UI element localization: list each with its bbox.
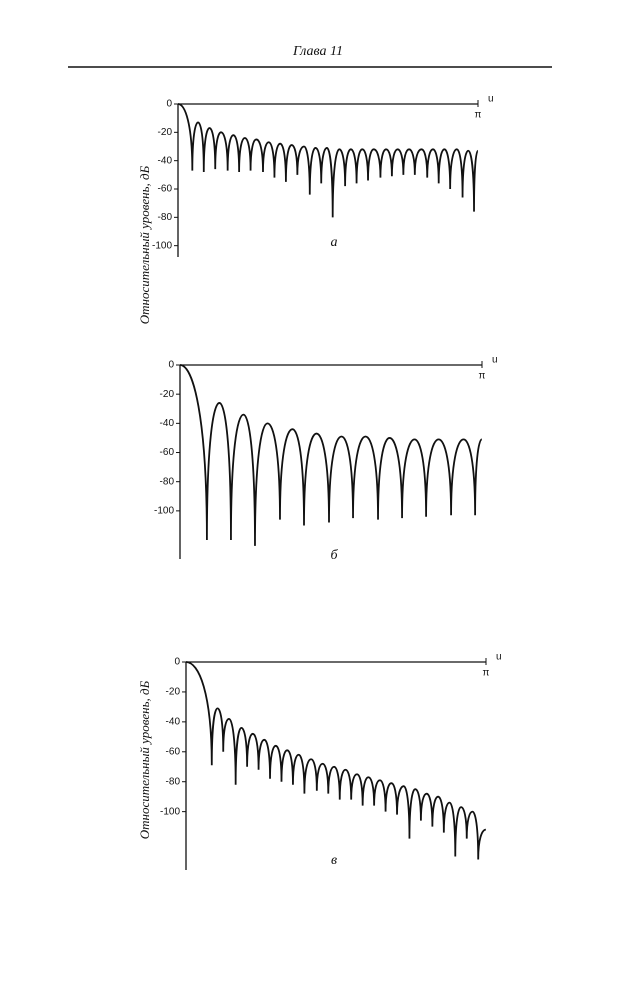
chart-letter: а <box>331 235 338 250</box>
y-tick-label: -20 <box>166 687 181 698</box>
y-tick-label: -80 <box>166 776 181 787</box>
response-curve <box>177 103 479 218</box>
y-tick-label: -100 <box>160 806 180 817</box>
y-tick-label: 0 <box>168 360 174 371</box>
y-tick-label: 0 <box>166 99 172 110</box>
y-tick-label: -40 <box>158 155 173 166</box>
y-tick-label: -40 <box>166 716 181 727</box>
y-axis-label: Относительный уровень, дБ <box>137 165 152 324</box>
y-tick-label: -40 <box>160 418 175 429</box>
y-tick-label: -60 <box>160 447 175 458</box>
page-header: Глава 11 <box>292 44 343 59</box>
y-tick-label: 0 <box>174 657 180 668</box>
x-tick-label: π <box>479 371 486 382</box>
chart-letter: б <box>330 548 338 563</box>
y-tick-label: -60 <box>158 184 173 195</box>
y-axis-label: Относительный уровень, дБ <box>137 680 152 839</box>
y-tick-label: -60 <box>166 746 181 757</box>
y-tick-label: -20 <box>158 127 173 138</box>
x-tick-label: π <box>483 668 490 679</box>
x-axis-label: u <box>488 94 494 105</box>
x-tick-label: π <box>475 110 482 121</box>
x-axis-label: u <box>496 652 502 663</box>
y-tick-label: -20 <box>160 389 175 400</box>
y-tick-label: -80 <box>160 476 175 487</box>
y-tick-label: -100 <box>154 506 174 517</box>
y-tick-label: -100 <box>152 240 172 251</box>
response-curve <box>185 661 487 860</box>
chart-letter: в <box>331 853 337 868</box>
y-tick-label: -80 <box>158 212 173 223</box>
response-curve <box>179 364 483 546</box>
x-axis-label: u <box>492 355 498 366</box>
